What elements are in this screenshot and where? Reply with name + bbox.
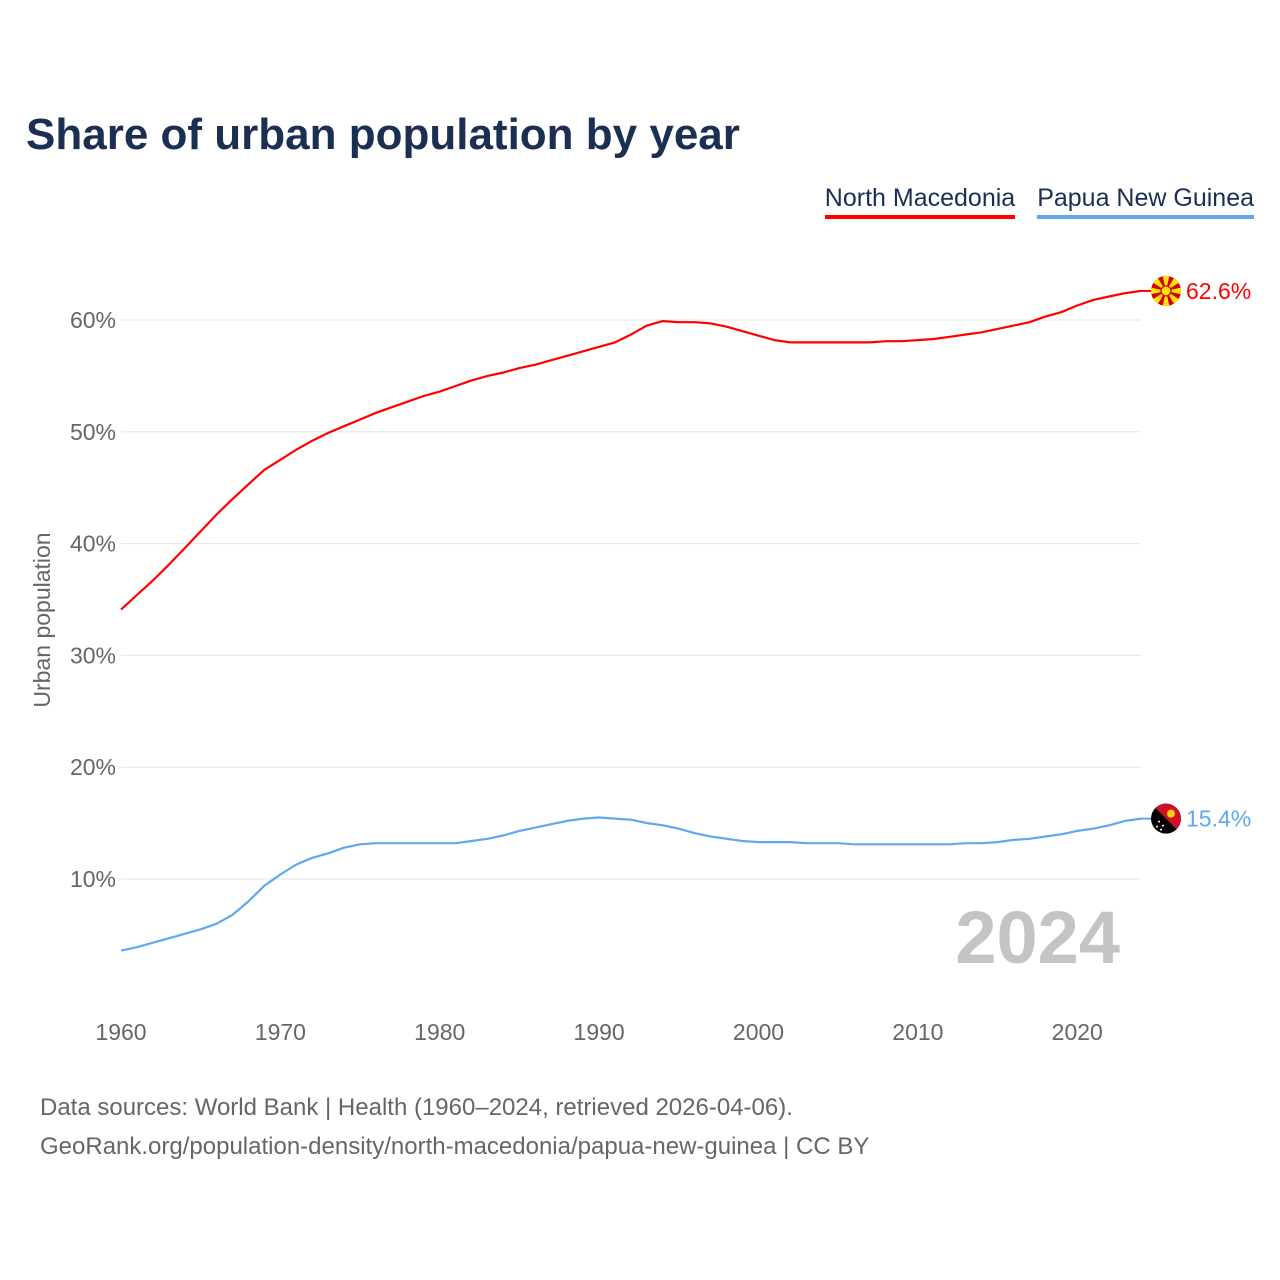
y-axis-label: Urban population: [29, 532, 55, 707]
legend-item-papua-new-guinea[interactable]: Papua New Guinea: [1037, 184, 1254, 219]
data-source-text: Data sources: World Bank | Health (1960–…: [40, 1094, 793, 1121]
x-tick-label: 1980: [414, 1019, 465, 1045]
legend-item-north-macedonia[interactable]: North Macedonia: [824, 184, 1016, 219]
source-link[interactable]: GeoRank.org/population-density/north-mac…: [40, 1133, 870, 1160]
legend: North Macedonia Papua New Guinea: [824, 184, 1254, 219]
x-tick-label: 1970: [255, 1019, 306, 1045]
year-watermark: 2024: [955, 896, 1120, 979]
chart-title: Share of urban population by year: [26, 110, 740, 159]
x-tick-label: 2020: [1052, 1019, 1103, 1045]
end-value-label: 62.6%: [1186, 278, 1251, 304]
x-tick-label: 2000: [733, 1019, 784, 1045]
papua-new-guinea-flag-icon: [1151, 803, 1181, 834]
y-tick-label: 20%: [70, 754, 116, 780]
x-tick-label: 1960: [95, 1019, 146, 1045]
y-tick-label: 40%: [70, 531, 116, 557]
x-tick-label: 2010: [892, 1019, 943, 1045]
end-value-label: 15.4%: [1186, 806, 1251, 832]
series-line-north-macedonia: [120, 289, 1142, 611]
series-line-papua-new-guinea: [120, 816, 1142, 952]
y-tick-label: 50%: [70, 419, 116, 445]
y-tick-label: 60%: [70, 307, 116, 333]
y-tick-label: 10%: [70, 866, 116, 892]
y-tick-label: 30%: [70, 642, 116, 668]
x-tick-label: 1990: [574, 1019, 625, 1045]
footer: Data sources: World Bank | Health (1960–…: [40, 1088, 869, 1166]
